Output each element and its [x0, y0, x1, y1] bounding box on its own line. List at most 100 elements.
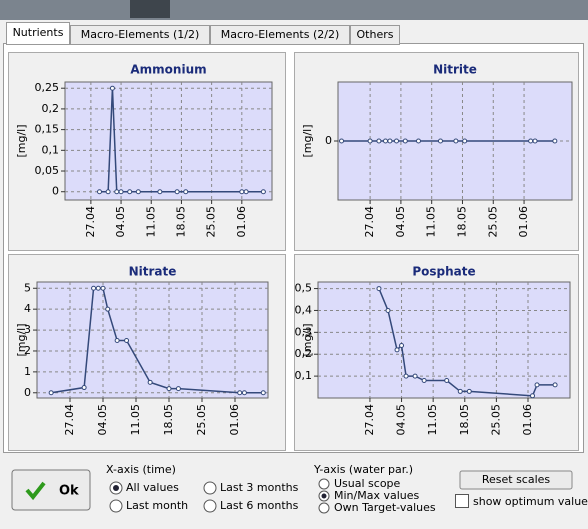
y-tick-label: 4: [24, 302, 31, 315]
data-point: [100, 285, 106, 291]
y-tick-label: 0,1: [295, 369, 313, 382]
reset-label: Reset scales: [482, 473, 551, 486]
y-tick-label: 0,5: [295, 282, 313, 295]
radio-label: Last 6 months: [220, 499, 299, 512]
x-tick-label: 25.05: [205, 206, 218, 238]
ok-button[interactable]: [11, 469, 91, 511]
chart-title: Ammonium: [130, 63, 206, 77]
data-point: [339, 138, 345, 144]
data-point: [367, 138, 373, 144]
chart-title: Nitrite: [433, 63, 477, 77]
x-tick-label: 01.06: [235, 206, 248, 238]
reset-button[interactable]: [459, 470, 573, 490]
data-point: [444, 377, 450, 383]
data-point: [399, 342, 405, 348]
x-tick-label: 11.05: [425, 206, 438, 238]
x-tick-label: 18.05: [458, 404, 471, 436]
x-tick-label: 18.05: [174, 206, 187, 238]
y-tick-label: 0,2: [295, 347, 313, 360]
data-point: [387, 138, 393, 144]
optimum-checkbox[interactable]: [455, 494, 469, 508]
x-tick-label: 04.05: [394, 206, 407, 238]
x-tick-label: 11.05: [426, 404, 439, 436]
x-tick-label: 27.04: [363, 206, 376, 238]
data-point: [175, 386, 181, 392]
y-tick-label: 5: [24, 281, 31, 294]
y-tick-label: 2: [24, 344, 31, 357]
tab[interactable]: [6, 22, 70, 45]
x-tick-label: 18.05: [162, 404, 175, 436]
data-point: [243, 189, 249, 195]
data-point: [237, 390, 243, 396]
y-tick-label: 0,15: [35, 123, 60, 136]
y-tick-label: 0,25: [35, 81, 60, 94]
radio[interactable]: [318, 502, 330, 514]
data-point: [109, 85, 115, 91]
data-point: [385, 307, 391, 313]
data-point: [241, 390, 247, 396]
radio-dot: [321, 493, 327, 499]
x-tick-label: 11.05: [129, 404, 142, 436]
radio-dot: [113, 485, 119, 491]
data-point: [415, 138, 421, 144]
tab-label: Nutrients: [13, 26, 64, 39]
data-point: [466, 388, 472, 394]
ok-icon: [25, 481, 46, 501]
data-point: [118, 189, 124, 195]
y-tick-label: 0,1: [42, 143, 60, 156]
x-tick-label: 04.05: [96, 404, 109, 436]
x-axis-group-title: X-axis (time): [106, 463, 176, 476]
x-tick-label: 04.05: [395, 404, 408, 436]
x-tick-label: 01.06: [521, 404, 534, 436]
data-point: [147, 379, 153, 385]
y-axis-label: [mg/l]: [301, 124, 314, 157]
tab-label: Macro-Elements (1/2): [81, 28, 200, 41]
data-point: [394, 138, 399, 144]
radio-label: Last month: [126, 499, 188, 512]
data-point: [453, 138, 459, 144]
data-point: [394, 347, 400, 353]
data-point: [437, 138, 443, 144]
data-point: [105, 306, 111, 312]
y-tick-label: 0: [52, 185, 59, 198]
radio[interactable]: [203, 481, 217, 495]
radio-label: Own Target-values: [334, 501, 436, 514]
x-axis-group: All values Last month Last 3 months Last 6 …: [109, 481, 299, 513]
x-tick-label: 27.04: [63, 404, 76, 436]
radio[interactable]: [109, 499, 123, 513]
y-tick-label: 0: [24, 386, 31, 399]
y-tick-label: 1: [24, 365, 31, 378]
data-point: [383, 138, 389, 144]
data-point: [127, 189, 133, 195]
y-tick-label: 0,3: [295, 325, 313, 338]
x-tick-label: 25.05: [486, 206, 499, 238]
y-tick-label: 0: [325, 134, 332, 147]
data-point: [48, 390, 54, 396]
data-point: [124, 338, 130, 344]
data-point: [239, 189, 245, 195]
x-tick-label: 27.04: [363, 404, 376, 436]
radio[interactable]: [318, 478, 330, 490]
y-axis-label: [mg/l]: [15, 124, 28, 157]
radio-label: Usual scope: [334, 477, 401, 490]
y-tick-label: 3: [24, 323, 31, 336]
data-point: [457, 388, 463, 394]
tab-label: Macro-Elements (2/2): [221, 28, 340, 41]
data-point: [260, 390, 266, 396]
radio[interactable]: [203, 499, 217, 513]
tab[interactable]: [70, 25, 210, 45]
data-point: [114, 338, 120, 344]
y-tick-label: 0,4: [295, 303, 313, 316]
data-point: [402, 138, 408, 144]
tab[interactable]: [210, 25, 350, 45]
optimum-label: show optimum values: [473, 495, 588, 508]
data-point: [534, 382, 540, 388]
data-point: [166, 386, 172, 392]
tab[interactable]: [350, 25, 400, 45]
background-strip: [0, 0, 588, 20]
data-point: [528, 138, 534, 144]
radio-label: Last 3 months: [220, 481, 299, 494]
